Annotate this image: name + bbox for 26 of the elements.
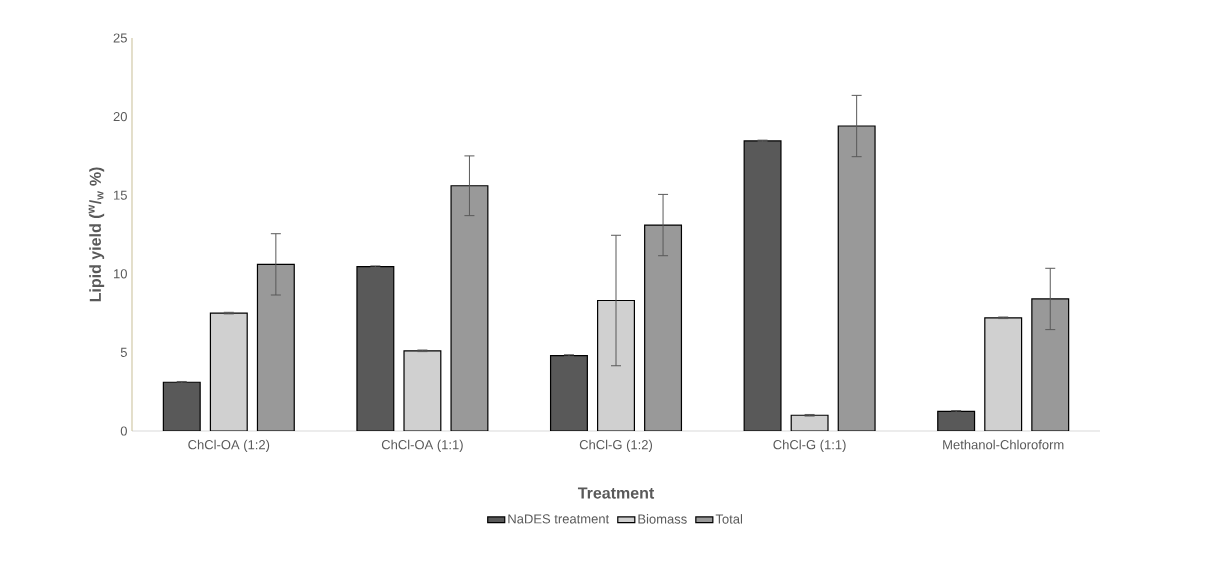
bar <box>450 185 489 431</box>
bar <box>356 266 395 431</box>
y-tick-label: 25 <box>113 33 127 43</box>
y-tick-label: 0 <box>120 426 127 436</box>
y-axis-title: Lipid yield ($^{w}$/$_{w}$ %) <box>88 167 105 302</box>
y-tick-label: 5 <box>120 347 127 357</box>
x-axis-title: Treatment <box>577 487 655 499</box>
x-tick-label: ChCl-G (1:1) <box>773 439 846 452</box>
legend-label: Biomass <box>638 514 687 524</box>
bar <box>837 125 876 431</box>
bar <box>1031 298 1070 431</box>
y-tick-label: 20 <box>113 111 127 122</box>
bar <box>549 354 588 431</box>
x-tick-label: ChCl-OA (1:2) <box>188 439 270 452</box>
bar <box>256 263 295 431</box>
x-tick-label: ChCl-OA (1:1) <box>381 439 463 452</box>
y-tick-label: 15 <box>114 190 127 200</box>
bar <box>162 381 201 431</box>
bar <box>937 410 976 431</box>
y-tick-label: 10 <box>114 269 127 279</box>
legend-label: NaDES treatment <box>508 514 610 524</box>
x-tick-label: ChCl-G (1:2) <box>579 439 653 452</box>
bar <box>644 224 683 431</box>
x-tick-label: Methanol-Chloroform <box>943 439 1064 450</box>
bar <box>743 140 782 431</box>
legend-label: Total <box>715 514 743 524</box>
